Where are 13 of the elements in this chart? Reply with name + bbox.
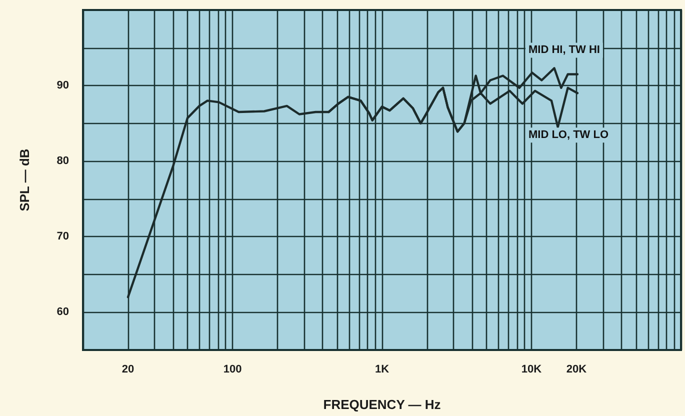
x-tick-label: 20K	[566, 364, 587, 376]
y-tick-label: 60	[56, 306, 69, 318]
x-tick-label: 20	[122, 364, 134, 376]
y-tick-label: 90	[56, 80, 69, 92]
y-tick-label: 80	[56, 155, 69, 168]
x-tick-label: 100	[223, 364, 242, 376]
x-tick-label: 10K	[521, 364, 542, 376]
y-axis-title: SPL — dB	[17, 148, 32, 212]
x-axis-title: FREQUENCY — Hz	[323, 397, 442, 412]
series-label: MID LO, TW LO	[528, 129, 609, 142]
x-tick-label: 1K	[374, 364, 390, 376]
y-tick-label: 70	[56, 230, 69, 243]
series-label: MID HI, TW HI	[528, 44, 600, 56]
